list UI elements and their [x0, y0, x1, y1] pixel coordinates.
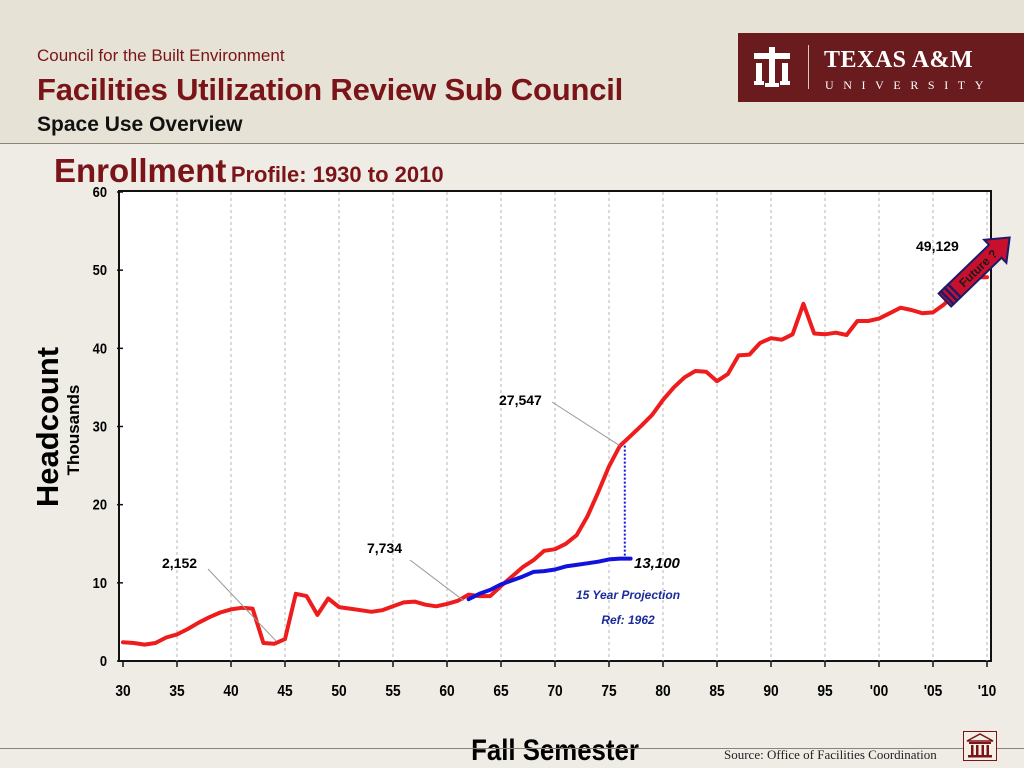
x-tick-label: '10 — [978, 682, 997, 700]
x-tick-label: 35 — [169, 682, 184, 700]
future-arrow-shape — [937, 236, 1011, 308]
y-axis-unit-label: Thousands — [64, 384, 83, 476]
council-name: Council for the Built Environment — [37, 46, 285, 65]
logo-divider — [808, 45, 809, 89]
future-arrow-stripe — [939, 289, 956, 306]
x-tick-label: 55 — [385, 682, 400, 700]
future-arrow-stripe — [946, 282, 963, 299]
subcouncil-title: Facilities Utilization Review Sub Counci… — [37, 72, 624, 107]
y-axis-label: Headcount — [30, 346, 65, 508]
x-tick-label: 70 — [547, 682, 562, 700]
header-divider — [0, 143, 1024, 144]
x-tick-label: 75 — [601, 682, 616, 700]
x-axis-label: Fall Semester — [471, 734, 639, 767]
tamu-logo: TEXAS A&M UNIVERSITY — [738, 33, 1024, 102]
atm-logo-icon — [754, 47, 790, 87]
x-tick-label: 80 — [655, 682, 670, 700]
x-tick-label: 30 — [115, 682, 130, 700]
future-arrow-stripe — [942, 286, 959, 303]
chart-title: Enrollment Profile: 1930 to 2010 — [54, 152, 444, 190]
x-tick-label: 90 — [763, 682, 778, 700]
y-tick-label: 30 — [93, 418, 108, 435]
projection-note: 15 Year Projection — [576, 588, 680, 602]
future-arrow-label: Future ? — [956, 247, 1000, 290]
y-tick-label: 50 — [93, 261, 108, 278]
projection-line — [466, 556, 633, 602]
enrollment-line — [121, 275, 989, 647]
callout-7734: 7,734 — [367, 540, 402, 556]
x-tick-label: '05 — [924, 682, 943, 700]
projection-ref-note: Ref: 1962 — [601, 613, 655, 627]
x-tick-label: 60 — [439, 682, 454, 700]
building-icon — [963, 731, 997, 761]
source-note: Source: Office of Facilities Coordinatio… — [724, 747, 937, 762]
logo-text-primary: TEXAS A&M — [824, 47, 974, 73]
callout-leader — [551, 401, 621, 447]
callout-49129: 49,129 — [916, 238, 959, 254]
footer-divider — [0, 748, 1024, 749]
y-tick-label: 40 — [93, 339, 108, 356]
y-tick-label: 10 — [93, 574, 108, 591]
callout-2152: 2,152 — [162, 555, 197, 571]
x-tick-label: '00 — [870, 682, 889, 700]
y-tick-label: 60 — [93, 183, 108, 200]
chart-title-sub: Profile: 1930 to 2010 — [230, 162, 444, 187]
callout-leader — [409, 559, 464, 601]
x-tick-label: 95 — [817, 682, 832, 700]
x-tick-label: 65 — [493, 682, 508, 700]
x-tick-label: 85 — [709, 682, 724, 700]
chart-title-main: Enrollment — [54, 152, 227, 189]
page-subtitle: Space Use Overview — [37, 113, 243, 136]
x-tick-label: 50 — [331, 682, 346, 700]
callout-27547: 27,547 — [499, 392, 542, 408]
x-tick-label: 45 — [277, 682, 292, 700]
logo-text-secondary: UNIVERSITY — [825, 78, 993, 92]
callout-13100: 13,100 — [634, 555, 681, 572]
y-tick-label: 20 — [93, 496, 108, 513]
y-tick-label: 0 — [100, 652, 107, 669]
x-tick-label: 40 — [223, 682, 238, 700]
callout-leader — [207, 568, 277, 642]
